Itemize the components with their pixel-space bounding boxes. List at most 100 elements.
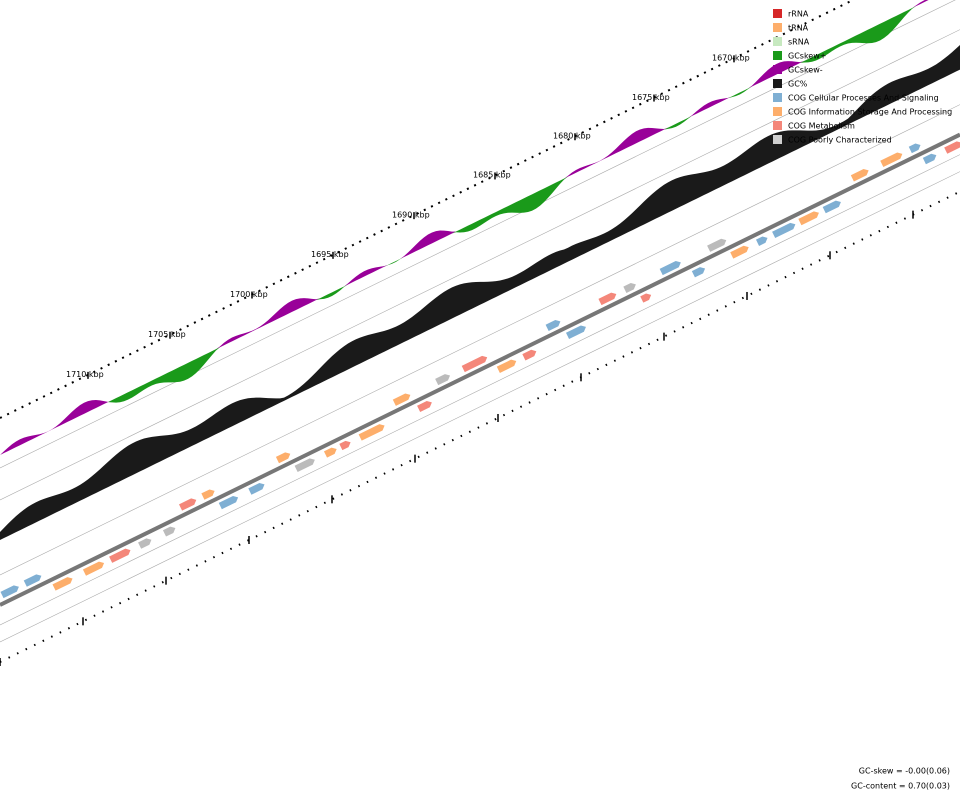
legend-label: COG Information Storage And Processing — [788, 108, 952, 117]
gene — [798, 211, 819, 226]
gene — [691, 267, 706, 278]
gene — [248, 482, 265, 495]
gene — [659, 261, 681, 276]
gene-arrow — [922, 153, 937, 165]
gene — [0, 585, 19, 599]
legend-label: rRNA — [788, 10, 809, 19]
gene-arrow — [435, 374, 451, 386]
gene-arrow — [339, 440, 351, 451]
ruler-label: 1690 kbp — [392, 210, 430, 219]
gene-arrow — [392, 393, 411, 406]
inner-ruler — [0, 190, 960, 663]
legend-swatch — [773, 93, 782, 102]
gene — [294, 458, 315, 473]
track-line — [0, 29, 960, 501]
gene-arrow — [138, 538, 152, 549]
gene-arrow — [707, 238, 727, 252]
gene — [944, 141, 960, 154]
gene-arrow — [417, 401, 432, 413]
gene-arrow — [755, 236, 768, 246]
gene — [908, 143, 921, 154]
gene — [461, 355, 488, 373]
gene-arrow — [798, 211, 819, 226]
gene-arrow — [275, 452, 291, 464]
ruler-line — [0, 0, 856, 419]
gene — [358, 424, 385, 441]
gene-arrow — [944, 141, 960, 154]
gene — [435, 374, 451, 386]
gene — [755, 236, 768, 246]
gene-arrow — [659, 261, 681, 276]
gene-arrow — [496, 359, 517, 373]
track-line — [0, 171, 960, 643]
ruler-label: 1680 kbp — [553, 132, 591, 141]
gene — [850, 168, 869, 182]
legend-swatch — [773, 9, 782, 18]
ruler-label: 1695 kbp — [311, 250, 349, 259]
gene-arrow — [52, 577, 73, 591]
gene-arrow — [598, 292, 617, 306]
gene-arrow — [218, 495, 239, 510]
gene — [82, 561, 105, 576]
legend-swatch — [773, 37, 782, 46]
footer-stat: GC-content = 0.70(0.03) — [851, 782, 950, 791]
gene-arrow — [323, 447, 337, 458]
legend-label: sRNA — [788, 38, 810, 47]
gene-arrow — [880, 152, 903, 168]
gene — [339, 440, 351, 451]
gene — [822, 200, 841, 214]
gene-arrow — [248, 482, 265, 495]
gene — [417, 401, 432, 413]
gene-arrow — [109, 548, 131, 563]
footer-stat: GC-skew = -0.00(0.06) — [859, 767, 950, 776]
gc-content — [0, 45, 960, 541]
gene-arrow — [294, 458, 315, 473]
gene-arrow — [0, 585, 19, 599]
legend-swatch — [773, 135, 782, 144]
gene — [218, 495, 239, 510]
gene-arrow — [691, 267, 706, 278]
legend-label: COG Cellular Processes And Signaling — [788, 94, 939, 103]
gene-arrow — [82, 561, 105, 576]
gene — [138, 538, 152, 549]
gene-arrow — [522, 349, 537, 361]
gene-arrow — [565, 325, 586, 340]
gene-arrow — [179, 498, 197, 511]
gene — [275, 452, 291, 464]
legend-swatch — [773, 23, 782, 32]
ruler-label: 1675 kbp — [632, 93, 670, 102]
gene — [23, 574, 42, 587]
ruler-label: 1705 kbp — [148, 330, 186, 339]
legend-label: COG Metabolism — [788, 122, 855, 131]
ruler-label: 1710 kbp — [66, 370, 104, 379]
track-line — [0, 104, 960, 576]
gene-arrow — [545, 320, 561, 332]
gene — [623, 283, 636, 293]
legend-label: tRNA — [788, 24, 809, 33]
gene-arrow — [850, 168, 869, 182]
gene-arrow — [201, 489, 215, 500]
gc-skew-negative — [0, 0, 929, 455]
gc-skew-positive — [0, 0, 929, 455]
legend-label: GCskew- — [788, 66, 823, 75]
legend-label: GCskew+ — [788, 52, 826, 61]
gene-arrow — [640, 293, 652, 303]
gene-arrow — [908, 143, 921, 154]
gene — [545, 320, 561, 332]
gene — [880, 152, 903, 168]
gene — [522, 349, 537, 361]
gene — [772, 222, 796, 239]
gene — [179, 498, 197, 511]
legend-label: COG Poorly Characterized — [788, 136, 892, 145]
gene — [730, 245, 749, 259]
track-line — [0, 0, 956, 469]
legend-swatch — [773, 121, 782, 130]
legend-swatch — [773, 79, 782, 88]
gene-arrow — [822, 200, 841, 214]
track-line — [0, 154, 960, 626]
gene-arrow — [461, 355, 488, 373]
gene — [496, 359, 517, 373]
legend-swatch — [773, 51, 782, 60]
legend-swatch — [773, 107, 782, 116]
